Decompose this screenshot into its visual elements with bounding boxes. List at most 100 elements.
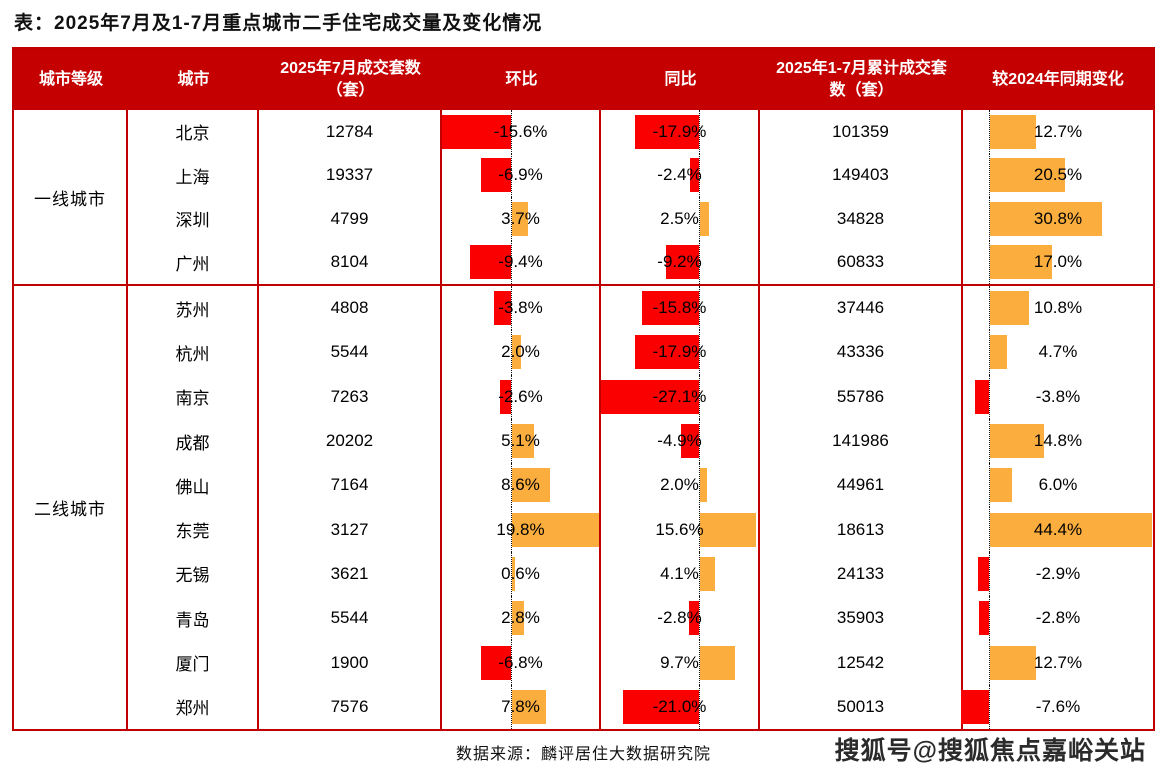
chg-bar-cell: -2.8%	[963, 596, 1153, 641]
mom-bar	[499, 379, 511, 414]
chg-bar-cell: -7.6%	[961, 684, 1153, 729]
tier-label: 一线城市	[14, 110, 128, 284]
zero-axis-line	[989, 463, 990, 508]
cumulative-volume-cell: 44961	[760, 463, 963, 508]
chg-bar-cell: 44.4%	[963, 507, 1153, 552]
chg-bar	[990, 158, 1065, 193]
zero-axis-line	[699, 286, 700, 331]
mom-value: 0.6%	[501, 563, 540, 583]
mom-bar-cell: -6.9%	[442, 153, 601, 197]
chg-bar-cell: -3.8%	[963, 374, 1153, 419]
chg-value: 6.0%	[1038, 475, 1078, 495]
table-row: 北京 12784 -15.6% -17.9% 101359 12.7%	[128, 110, 1153, 154]
july-volume-cell: 19337	[259, 153, 442, 197]
chg-bar	[990, 468, 1012, 503]
zero-axis-line	[699, 463, 700, 508]
yoy-value: -21.0%	[652, 696, 707, 716]
mom-value: -3.8%	[498, 298, 543, 318]
yoy-bar	[690, 158, 699, 193]
yoy-value: 4.1%	[660, 563, 699, 583]
yoy-bar-cell: -2.8%	[601, 596, 760, 641]
chg-value: 17.0%	[1033, 252, 1083, 272]
mom-bar	[512, 424, 535, 459]
zero-axis-line	[511, 551, 512, 597]
yoy-value: 2.0%	[660, 475, 699, 495]
yoy-bar-cell: -4.9%	[601, 418, 760, 464]
mom-bar	[480, 158, 511, 193]
zero-axis-line	[989, 640, 990, 685]
tier-rows: 苏州 4808 -3.8% -15.8% 37446 10.8% 杭州 5544 2.0% -17…	[128, 286, 1153, 729]
zero-axis-line	[699, 418, 700, 464]
chg-bar	[990, 512, 1153, 547]
july-volume-cell: 7164	[259, 463, 442, 508]
city-cell: 广州	[128, 240, 259, 284]
yoy-bar	[700, 556, 715, 591]
mom-value: 3.7%	[501, 208, 540, 228]
chg-bar	[990, 335, 1008, 370]
zero-axis-line	[699, 596, 700, 641]
zero-axis-line	[989, 330, 990, 375]
city-cell: 青岛	[128, 596, 259, 641]
table-row: 广州 8104 -9.4% -9.2% 60833 17.0%	[128, 240, 1153, 284]
tier-group-1: 二线城市 苏州 4808 -3.8% -15.8% 37446 10.8% 杭州 5544 2.0…	[14, 284, 1153, 729]
chg-bar	[978, 556, 989, 591]
yoy-bar	[665, 245, 699, 280]
july-volume-cell: 8104	[259, 240, 442, 284]
mom-bar-cell: 8.6%	[442, 463, 601, 508]
mom-bar-cell: 2.0%	[442, 330, 601, 375]
table-row: 厦门 1900 -6.8% 9.7% 12542 12.7%	[128, 640, 1153, 685]
mom-bar-cell: 5.1%	[442, 418, 601, 464]
mom-bar-cell: -2.6%	[442, 374, 601, 419]
zero-axis-line	[989, 110, 990, 154]
chg-value: -7.6%	[1035, 696, 1081, 716]
yoy-bar-cell: 2.5%	[601, 197, 760, 241]
yoy-value: -9.2%	[657, 252, 702, 272]
july-volume-cell-text: 4799	[330, 208, 369, 228]
table-row: 上海 19337 -6.9% -2.4% 149403 20.5%	[128, 153, 1153, 197]
table-row: 深圳 4799 3.7% 2.5% 34828 30.8%	[128, 197, 1153, 241]
cumulative-volume-cell: 141986	[760, 418, 963, 464]
yoy-bar	[681, 424, 699, 459]
cumulative-volume-cell-text: 43336	[836, 342, 885, 362]
yoy-bar	[642, 291, 699, 326]
zero-axis-line	[989, 153, 990, 197]
city-cell-text: 广州	[175, 254, 210, 274]
sohu-watermark: 搜狐号@搜狐焦点嘉峪关站	[834, 737, 1146, 763]
mom-bar	[512, 601, 525, 636]
yoy-bar-cell: -2.4%	[601, 153, 760, 197]
zero-axis-line	[989, 374, 990, 419]
table-row: 成都 20202 5.1% -4.9% 141986 14.8%	[128, 418, 1153, 464]
chg-value: 14.8%	[1033, 431, 1083, 451]
chg-bar	[990, 424, 1045, 459]
july-volume-cell-text: 3127	[330, 519, 369, 539]
chg-bar-cell: 6.0%	[963, 463, 1153, 508]
chg-bar	[990, 201, 1103, 236]
city-cell-text: 北京	[175, 124, 210, 144]
city-cell: 无锡	[128, 551, 259, 597]
chg-bar	[978, 601, 989, 636]
yoy-bar	[700, 201, 709, 236]
mom-bar-cell: -6.8%	[442, 640, 601, 685]
chg-bar-cell: 17.0%	[963, 240, 1153, 284]
table-row: 南京 7263 -2.6% -27.1% 55786 -3.8%	[128, 374, 1153, 419]
city-cell-text: 青岛	[175, 610, 210, 630]
mom-bar-cell: 7.8%	[442, 684, 601, 729]
cumulative-volume-cell-text: 35903	[836, 608, 885, 628]
zero-axis-line	[511, 640, 512, 685]
yoy-bar-cell: -27.1%	[601, 374, 760, 419]
zero-axis-line	[511, 596, 512, 641]
yoy-bar-cell: -17.9%	[601, 330, 760, 375]
cumulative-volume-cell-text: 149403	[832, 165, 889, 185]
chg-bar-cell: 14.8%	[963, 418, 1153, 464]
july-volume-cell-text: 19337	[325, 165, 374, 185]
zero-axis-line	[511, 418, 512, 464]
july-volume-cell: 4799	[259, 197, 442, 241]
july-volume-cell: 5544	[259, 596, 442, 641]
chg-bar	[961, 689, 989, 724]
table-row: 郑州 7576 7.8% -21.0% 50013 -7.6%	[128, 684, 1153, 729]
city-cell: 北京	[128, 110, 259, 154]
mom-value: 5.1%	[501, 431, 540, 451]
zero-axis-line	[989, 596, 990, 641]
yoy-value: -15.8%	[652, 298, 707, 318]
july-volume-cell: 20202	[259, 418, 442, 464]
